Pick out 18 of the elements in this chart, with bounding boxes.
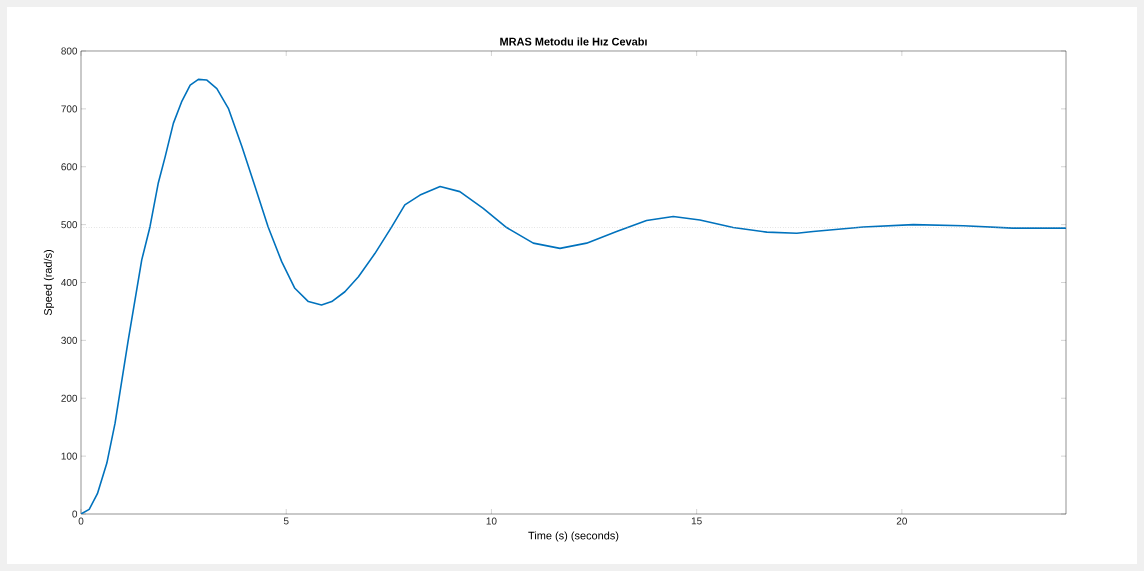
y-tick-label: 0 bbox=[72, 510, 78, 518]
y-tick-label: 800 bbox=[61, 47, 78, 55]
line-series bbox=[81, 78, 1067, 514]
x-tick-label: 10 bbox=[486, 517, 497, 525]
y-tick-label: 200 bbox=[61, 394, 78, 402]
y-axis-title: Speed (rad/s) bbox=[43, 250, 55, 316]
y-tick-label: 700 bbox=[61, 105, 78, 113]
y-tick-label: 400 bbox=[61, 278, 78, 287]
y-tick-label: 300 bbox=[61, 336, 78, 344]
x-tick-label: 5 bbox=[283, 517, 289, 525]
x-tick-label: 20 bbox=[896, 517, 907, 525]
y-tick-label: 100 bbox=[61, 452, 78, 460]
x-tick-label: 15 bbox=[691, 517, 702, 525]
y-tick-label: 600 bbox=[61, 163, 78, 171]
chart-title: MRAS Metodu ile Hız Cevabı bbox=[500, 37, 647, 46]
y-tick-label: 500 bbox=[61, 221, 78, 229]
x-axis-title: Time (s) (seconds) bbox=[528, 531, 619, 542]
x-tick-label: 0 bbox=[78, 517, 84, 525]
